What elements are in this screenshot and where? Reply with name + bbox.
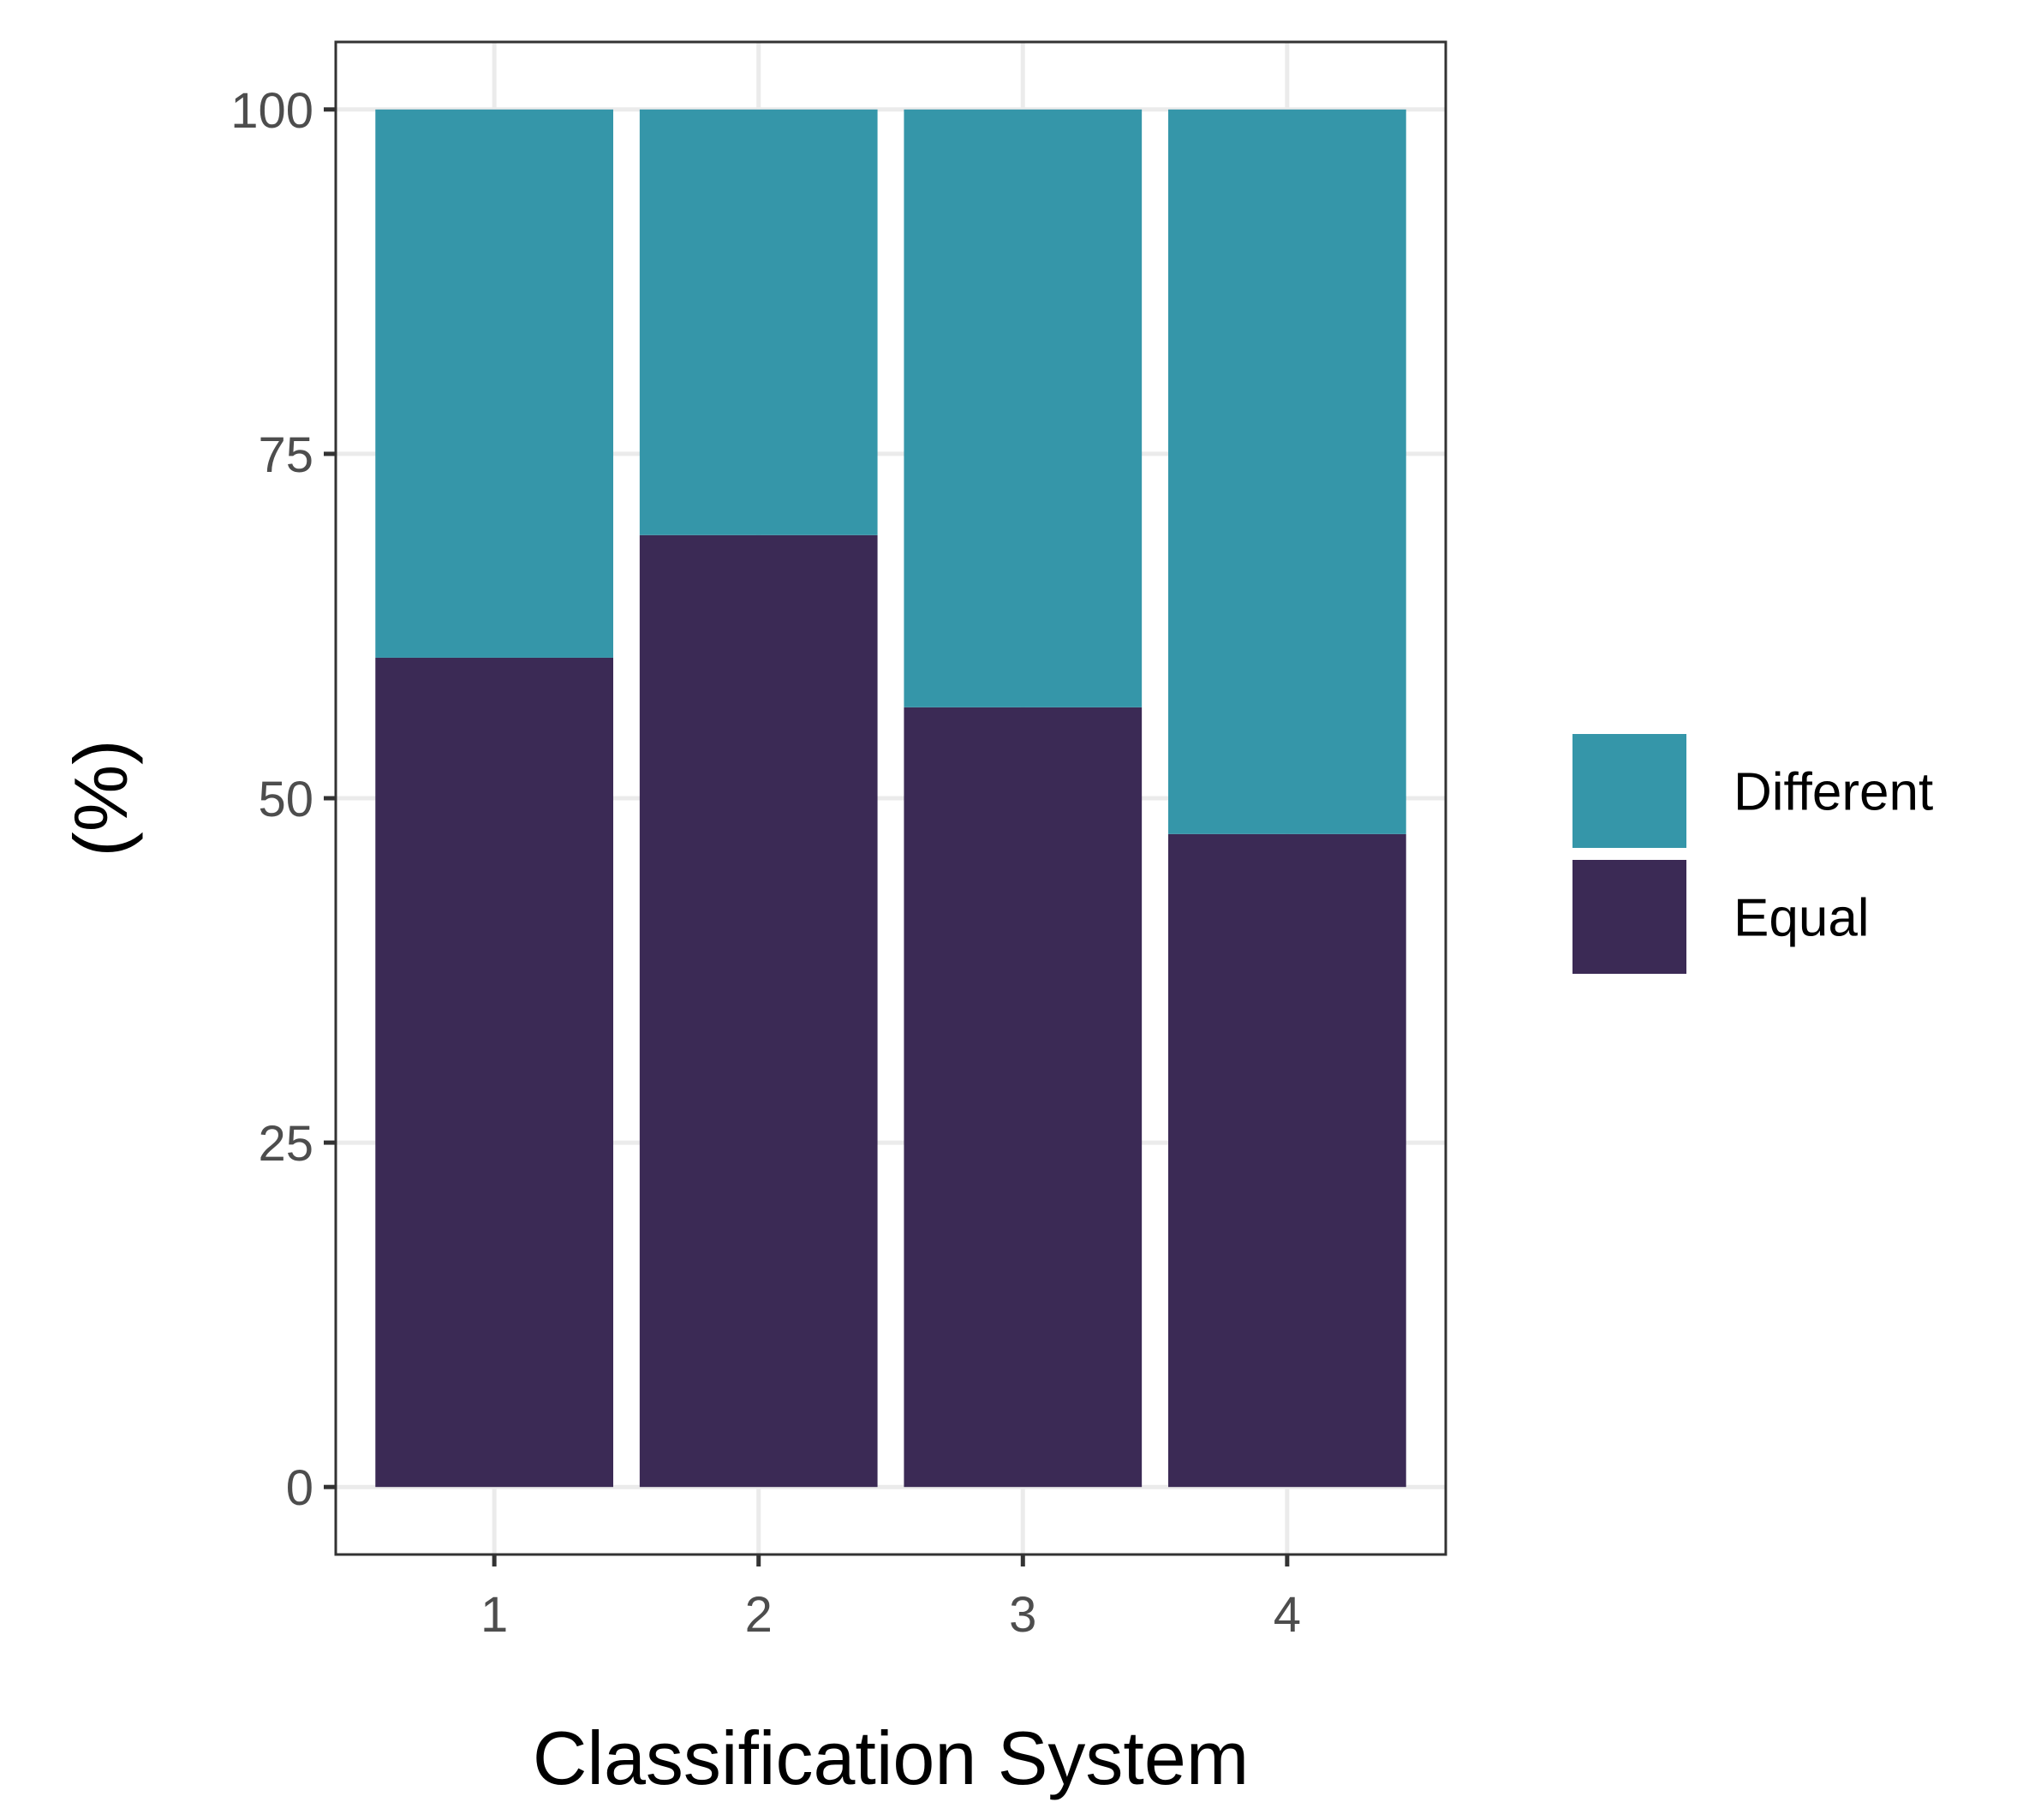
bar-equal-2 [639,534,878,1488]
legend-key-equal [1572,860,1686,974]
legend-label-equal: Equal [1734,889,1870,948]
x-axis-title: Classification System [533,1716,1249,1800]
x-tick-label: 2 [745,1587,773,1643]
bar-equal-4 [1168,833,1406,1488]
x-tick-label: 4 [1274,1587,1301,1643]
legend: Different Equal [1572,734,1933,974]
y-tick-label: 100 [230,83,313,139]
y-tick-label: 75 [258,427,313,483]
bar-different-4 [1168,109,1406,834]
bar-different-3 [904,109,1143,707]
y-tick-label: 50 [258,772,313,827]
bar-equal-1 [375,657,613,1488]
legend-key-different [1572,734,1686,848]
x-axis: 1 2 3 4 [480,1554,1301,1643]
bars [375,109,1406,1488]
y-tick-label: 25 [258,1116,313,1172]
y-axis-title: (%) [58,740,143,857]
x-tick-label: 1 [480,1587,508,1643]
y-axis: 0 25 50 75 100 [230,83,336,1516]
bar-different-2 [639,109,878,535]
x-tick-label: 3 [1009,1587,1036,1643]
legend-label-different: Different [1734,763,1933,822]
bar-equal-3 [904,707,1143,1488]
bar-different-1 [375,109,613,658]
y-tick-label: 0 [286,1460,313,1516]
